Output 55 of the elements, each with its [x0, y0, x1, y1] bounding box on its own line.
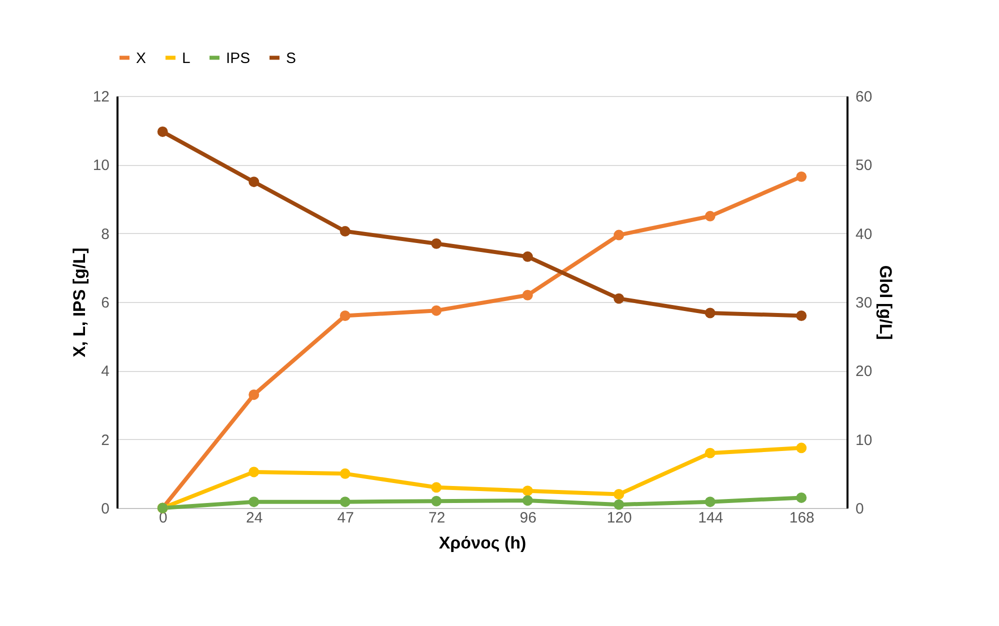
point	[614, 499, 624, 510]
x-tick-label: 24	[246, 510, 263, 526]
x-tick-label: 96	[520, 510, 536, 526]
point	[522, 251, 533, 262]
x-tick-label: 72	[428, 510, 446, 526]
point	[614, 489, 624, 500]
y-tick-label: 10	[92, 157, 110, 174]
point	[704, 496, 716, 508]
point	[248, 389, 260, 400]
point	[431, 496, 442, 506]
y2-tick-label: 60	[856, 88, 872, 106]
point	[248, 176, 260, 188]
x-tick-label: 168	[789, 510, 814, 526]
point	[614, 293, 624, 304]
y2-tick-label: 20	[856, 363, 872, 380]
y-axis-title: X, L, IPS [g/L]	[70, 248, 89, 358]
point	[431, 482, 442, 493]
point	[704, 448, 716, 458]
point	[340, 468, 350, 479]
point	[248, 496, 260, 508]
point	[340, 226, 350, 237]
legend-label: S	[286, 50, 296, 67]
x-axis-title: Χρόνος (h)	[438, 534, 526, 552]
x-tick-label: 120	[606, 510, 632, 526]
point	[431, 238, 442, 249]
y2-tick-label: 50	[856, 157, 872, 174]
y2-tick-label: 10	[856, 432, 872, 449]
point	[340, 310, 350, 321]
point	[704, 308, 716, 318]
x-tick-label: 47	[337, 510, 354, 526]
point	[248, 466, 260, 478]
legend-label: L	[182, 50, 190, 67]
point	[704, 210, 716, 222]
point	[614, 230, 624, 240]
y-tick-label: 8	[101, 226, 110, 243]
point	[157, 126, 168, 137]
point	[796, 310, 807, 321]
point	[522, 495, 533, 506]
point	[796, 492, 807, 503]
y-tick-label: 2	[101, 432, 110, 449]
y-tick-label: 4	[101, 363, 110, 380]
point	[340, 496, 350, 508]
legend-label: X	[136, 50, 146, 67]
y-tick-label: 6	[101, 294, 110, 312]
point	[522, 486, 533, 496]
y2-tick-label: 30	[856, 294, 872, 312]
legend-label: IPS	[226, 50, 250, 67]
y-tick-label: 12	[92, 88, 110, 106]
point	[796, 442, 807, 454]
point	[796, 171, 807, 182]
point	[522, 290, 533, 300]
x-tick-label: 144	[698, 510, 724, 526]
y2-axis-title: Glol [g/L]	[876, 265, 896, 340]
y2-tick-label: 40	[856, 226, 872, 243]
point	[431, 305, 442, 316]
